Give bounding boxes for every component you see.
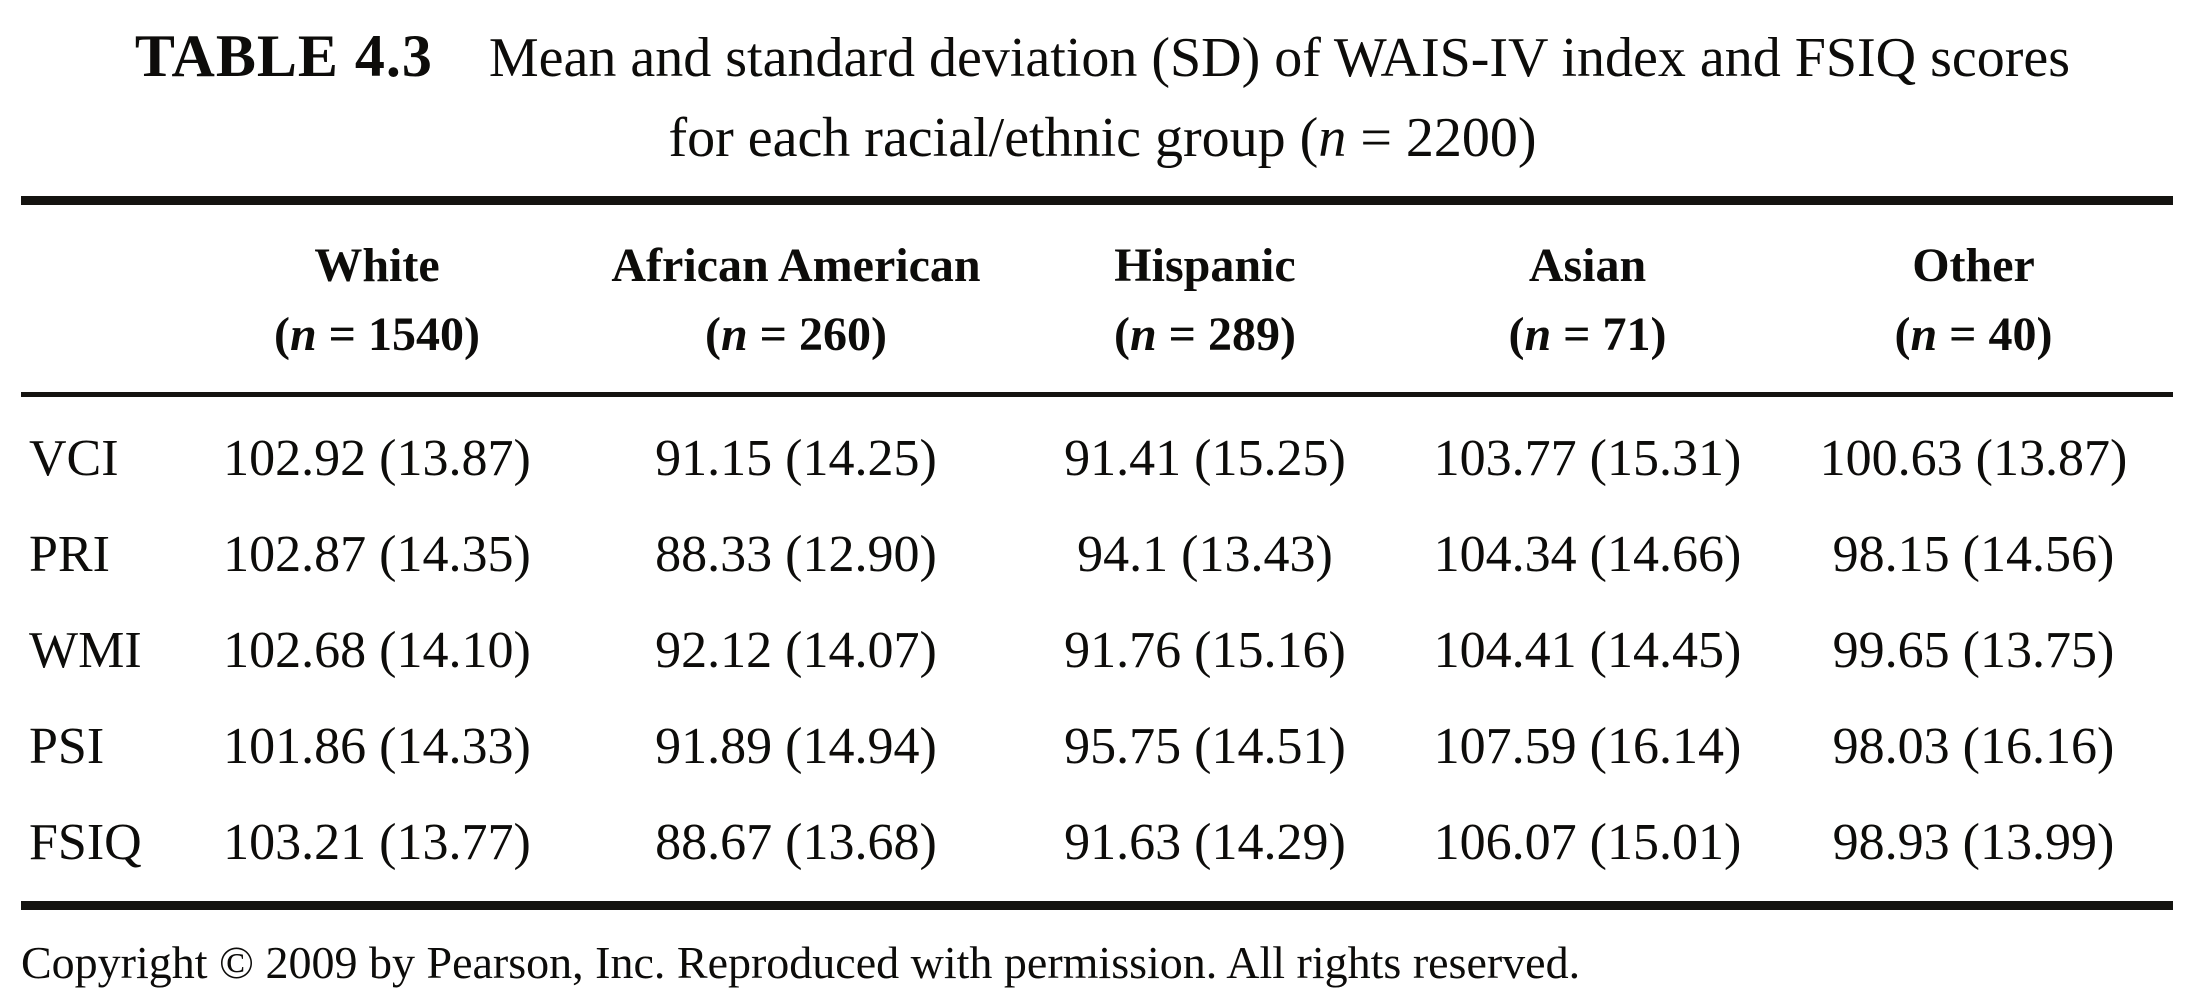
data-cell: 102.92 (13.87): [223, 430, 531, 488]
data-cell: 102.87 (14.35): [223, 526, 531, 584]
data-cell: 103.77 (15.31): [1433, 430, 1742, 488]
row-label: VCI: [29, 430, 119, 488]
header-cell: Other (n = 40): [1774, 231, 2173, 370]
title-line-2: for each racial/ethnic group (n = 2200): [668, 107, 1537, 170]
data-cell: 91.41 (15.25): [1064, 430, 1346, 488]
data-cell: 98.93 (13.99): [1832, 814, 2115, 872]
row-label: WMI: [29, 622, 142, 680]
table-number-label: TABLE 4.3: [134, 23, 433, 89]
title-line-1: TABLE 4.3 Mean and standard deviation (SD…: [0, 14, 2205, 99]
data-cell: 101.86 (14.33): [223, 718, 531, 776]
header-cell: Hispanic (n = 289): [1009, 231, 1401, 370]
column-sample-size: (n = 71): [1508, 308, 1667, 362]
data-cell: 88.33 (12.90): [655, 526, 937, 584]
data-cell: 106.07 (15.01): [1433, 814, 1742, 872]
table-sheet: White (n = 1540) African American (n = 2…: [21, 195, 2173, 910]
table-row: VCI 102.92 (13.87) 91.15 (14.25) 91.41 (15…: [21, 411, 2173, 507]
data-cell: 94.1 (13.43): [1077, 526, 1333, 584]
header-cell: African American (n = 260): [583, 231, 1009, 370]
header-cell: White (n = 1540): [171, 231, 583, 370]
column-sample-size: (n = 289): [1113, 308, 1297, 362]
column-sample-size: (n = 260): [704, 308, 888, 362]
data-cell: 107.59 (16.14): [1433, 718, 1742, 776]
data-cell: 99.65 (13.75): [1832, 622, 2115, 680]
header-rule: [21, 391, 2173, 397]
data-cell: 100.63 (13.87): [1819, 430, 2128, 488]
row-label: PSI: [29, 718, 105, 776]
table-body: VCI 102.92 (13.87) 91.15 (14.25) 91.41 (15…: [21, 397, 2173, 901]
header-row: White (n = 1540) African American (n = 2…: [21, 205, 2173, 392]
table-row: WMI 102.68 (14.10) 92.12 (14.07) 91.76 (15…: [21, 603, 2173, 699]
column-name: Asian: [1528, 238, 1647, 292]
column-name: Hispanic: [1114, 238, 1296, 292]
data-cell: 91.15 (14.25): [655, 430, 937, 488]
data-cell: 104.34 (14.66): [1433, 526, 1742, 584]
row-label: PRI: [29, 526, 110, 584]
table-title: TABLE 4.3 Mean and standard deviation (SD…: [0, 0, 2205, 179]
data-cell: 103.21 (13.77): [223, 814, 531, 872]
data-cell: 104.41 (14.45): [1433, 622, 1742, 680]
column-name: White: [314, 238, 440, 292]
column-sample-size: (n = 40): [1894, 308, 2053, 362]
column-name: African American: [611, 238, 981, 292]
table-row: FSIQ 103.21 (13.77) 88.67 (13.68) 91.63 (1…: [21, 795, 2173, 891]
column-sample-size: (n = 1540): [273, 308, 481, 362]
data-cell: 91.76 (15.16): [1064, 622, 1346, 680]
data-cell: 92.12 (14.07): [655, 622, 937, 680]
data-cell: 102.68 (14.10): [223, 622, 531, 680]
header-cell: Asian (n = 71): [1401, 231, 1774, 370]
title-text: Mean and standard deviation (SD) of WAIS…: [488, 27, 2071, 89]
table-row: PSI 101.86 (14.33) 91.89 (14.94) 95.75 (14…: [21, 699, 2173, 795]
bottom-rule: [21, 900, 2173, 910]
copyright-note: Copyright © 2009 by Pearson, Inc. Reprod…: [21, 936, 1581, 988]
data-cell: 88.67 (13.68): [655, 814, 937, 872]
data-cell: 98.15 (14.56): [1832, 526, 2115, 584]
data-cell: 98.03 (16.16): [1832, 718, 2115, 776]
column-name: Other: [1912, 238, 2035, 292]
data-cell: 95.75 (14.51): [1064, 718, 1346, 776]
data-cell: 91.63 (14.29): [1064, 814, 1346, 872]
row-label: FSIQ: [29, 814, 142, 872]
data-cell: 91.89 (14.94): [655, 718, 937, 776]
table-row: PRI 102.87 (14.35) 88.33 (12.90) 94.1 (13.…: [21, 507, 2173, 603]
top-rule: [21, 195, 2173, 205]
